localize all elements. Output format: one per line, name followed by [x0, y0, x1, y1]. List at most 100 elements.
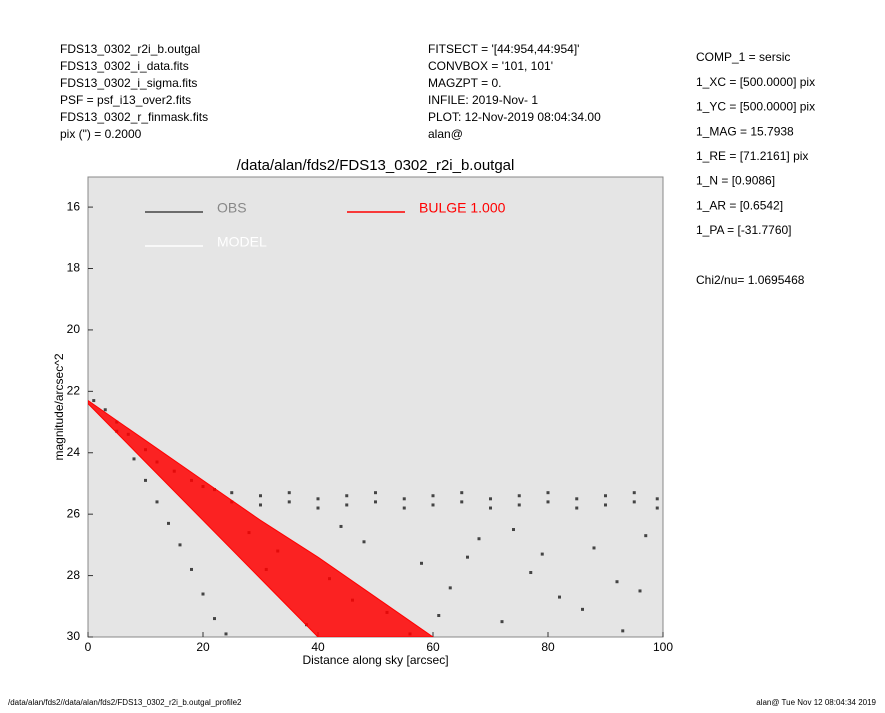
obs-point	[437, 614, 441, 618]
header-middle: alan@	[428, 127, 463, 141]
x-tick-label: 80	[541, 640, 555, 654]
y-tick-label: 22	[67, 384, 81, 398]
obs-point	[448, 586, 452, 590]
obs-point	[132, 457, 136, 461]
obs-point	[604, 503, 607, 507]
y-tick-label: 18	[67, 261, 81, 275]
x-tick-label: 40	[311, 640, 325, 654]
obs-point	[316, 497, 320, 501]
x-tick-label: 0	[85, 640, 92, 654]
obs-point	[529, 571, 533, 575]
obs-point	[581, 607, 584, 611]
obs-point	[345, 503, 349, 507]
obs-point	[621, 629, 625, 633]
obs-point	[460, 500, 464, 504]
obs-point	[201, 592, 205, 596]
obs-point	[632, 491, 636, 495]
header-middle: PLOT: 12-Nov-2019 08:04:34.00	[428, 110, 601, 124]
obs-point	[546, 500, 550, 504]
header-left: FDS13_0302_i_sigma.fits	[60, 76, 197, 90]
obs-point	[178, 543, 182, 547]
obs-point	[632, 500, 636, 504]
legend-label: OBS	[217, 200, 247, 216]
param: 1_YC = [500.0000] pix	[696, 100, 815, 114]
obs-point	[540, 552, 544, 556]
bulge-band	[88, 399, 434, 637]
obs-point	[460, 491, 464, 495]
y-tick-label: 28	[67, 568, 81, 582]
obs-point	[546, 491, 550, 495]
obs-point	[103, 408, 107, 412]
obs-point	[655, 497, 659, 501]
obs-point	[644, 534, 648, 538]
chart-title: /data/alan/fds2/FDS13_0302_r2i_b.outgal	[237, 157, 515, 174]
obs-point	[167, 521, 170, 525]
header-middle: MAGZPT = 0.	[428, 76, 501, 90]
footer-left: /data/alan/fds2//data/alan/fds2/FDS13_03…	[8, 698, 242, 707]
obs-point	[402, 497, 406, 501]
obs-point	[558, 595, 561, 599]
header-left: FDS13_0302_r_finmask.fits	[60, 110, 208, 124]
param: 1_XC = [500.0000] pix	[696, 75, 815, 89]
header-middle: INFILE: 2019-Nov- 1	[428, 93, 538, 107]
param: 1_RE = [71.2161] pix	[696, 149, 808, 163]
obs-point	[575, 506, 579, 510]
obs-point	[431, 494, 435, 498]
obs-point	[155, 500, 159, 504]
obs-point	[230, 491, 234, 495]
obs-point	[655, 506, 659, 510]
obs-point	[517, 494, 521, 498]
y-tick-label: 16	[67, 199, 81, 213]
obs-point	[92, 399, 96, 403]
obs-point	[259, 494, 262, 498]
plot	[88, 399, 659, 637]
obs-point	[402, 506, 406, 510]
param: 1_PA = [-31.7760]	[696, 223, 792, 237]
legend-label: MODEL	[217, 234, 267, 250]
obs-point	[144, 478, 147, 482]
obs-point	[259, 503, 262, 507]
obs-point	[420, 561, 423, 565]
obs-point	[374, 500, 377, 504]
header-left: FDS13_0302_r2i_b.outgal	[60, 42, 200, 56]
obs-point	[489, 497, 492, 501]
y-tick-label: 30	[67, 629, 81, 643]
obs-point	[224, 632, 228, 636]
header-middle: FITSECT = '[44:954,44:954]'	[428, 42, 579, 56]
x-tick-label: 20	[196, 640, 210, 654]
plot-area	[87, 176, 664, 638]
param: 1_MAG = 15.7938	[696, 124, 794, 138]
obs-point	[592, 546, 596, 550]
y-tick-label: 26	[67, 506, 81, 520]
obs-point	[575, 497, 579, 501]
x-tick-label: 100	[653, 640, 673, 654]
param: COMP_1 = sersic	[696, 50, 790, 64]
obs-point	[512, 528, 515, 532]
obs-point	[316, 506, 320, 510]
obs-point	[287, 500, 291, 504]
y-axis-label: magnitude/arcsec^2	[52, 353, 66, 460]
obs-point	[345, 494, 349, 498]
param: 1_AR = [0.6542]	[696, 198, 783, 212]
y-tick-label: 20	[67, 322, 81, 336]
obs-point	[287, 491, 291, 495]
header-left: PSF = psf_i13_over2.fits	[60, 93, 191, 107]
header-left: pix (") = 0.2000	[60, 127, 142, 141]
obs-point	[477, 537, 481, 541]
legend-label: BULGE 1.000	[419, 200, 506, 216]
obs-point	[489, 506, 492, 510]
obs-point	[362, 540, 366, 544]
obs-point	[213, 617, 216, 621]
obs-point	[431, 503, 435, 507]
footer-right: alan@ Tue Nov 12 08:04:34 2019	[756, 698, 876, 707]
obs-point	[615, 580, 619, 584]
obs-point	[374, 491, 377, 495]
header-left: FDS13_0302_i_data.fits	[60, 59, 189, 73]
obs-point	[500, 620, 504, 624]
param: 1_N = [0.9086]	[696, 174, 775, 188]
obs-point	[190, 567, 193, 571]
obs-point	[604, 494, 607, 498]
x-tick-label: 60	[426, 640, 440, 654]
obs-point	[466, 555, 469, 559]
